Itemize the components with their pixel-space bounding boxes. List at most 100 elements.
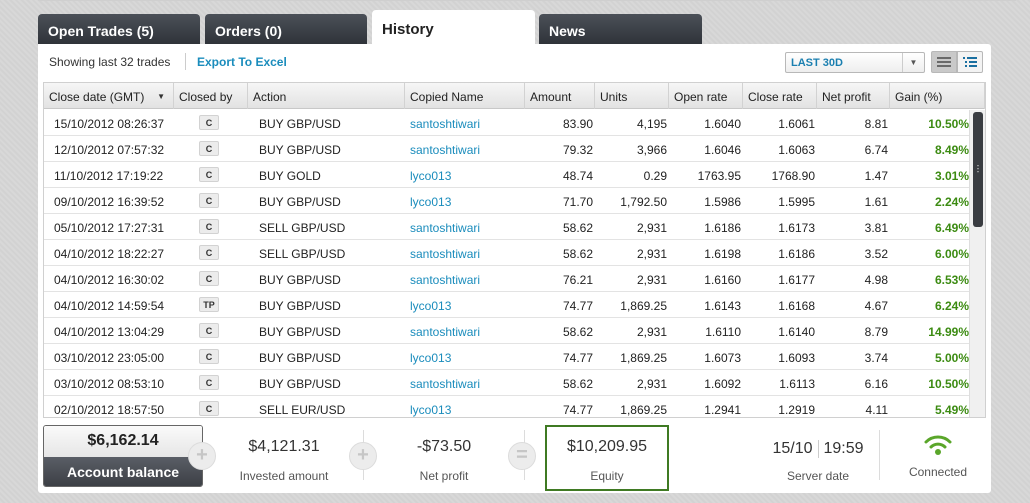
action-cell: BUY GBP/USD [259,195,341,209]
gain-cell: 10.50% [928,377,969,391]
trades-table: Close date (GMT) Closed by Action Copied… [43,82,986,418]
server-date-label: Server date [786,469,850,484]
invested-amount-label: Invested amount [239,469,329,483]
equals-icon: = [508,442,536,470]
action-cell: BUY GBP/USD [259,351,341,365]
close-rate-cell: 1768.90 [771,169,815,183]
net-profit-cell: 6.16 [864,377,888,391]
open-rate-cell: 1.5986 [704,195,741,209]
net-profit: -$73.50 Net profit [384,422,504,483]
close-rate-cell: 1.6140 [778,325,815,339]
close-rate-cell: 1.6186 [778,247,815,261]
table-row[interactable]: 12/10/2012 07:57:32 C BUY GBP/USD santoshti… [44,136,969,162]
period-select[interactable]: LAST 30D ▼ [785,52,925,73]
copied-name-link[interactable]: santoshtiwari [410,117,481,131]
column-gain[interactable]: Gain (%) [890,83,985,109]
column-close-date[interactable]: Close date (GMT) [44,83,174,109]
tab-open-trades[interactable]: Open Trades (5) [38,14,200,45]
table-row[interactable]: 04/10/2012 13:04:29 C BUY GBP/USD santoshti… [44,318,969,344]
copied-name-link[interactable]: santoshtiwari [410,377,481,391]
column-units[interactable]: Units [595,83,669,109]
units-cell: 2,931 [636,377,667,391]
table-row[interactable]: 04/10/2012 14:59:54 TP BUY GBP/USD lyco013 7… [44,292,969,318]
close-rate-cell: 1.6093 [778,351,815,365]
net-profit-cell: 3.81 [864,221,888,235]
table-row[interactable]: 03/10/2012 08:53:10 C BUY GBP/USD santoshti… [44,370,969,396]
table-header: Close date (GMT) Closed by Action Copied… [44,83,985,109]
server-date-value: 15/10 [772,440,813,458]
copied-name-link[interactable]: lyco013 [410,169,452,183]
copied-name-link[interactable]: santoshtiwari [410,325,481,339]
table-row[interactable]: 11/10/2012 17:19:22 C BUY GOLD lyco013 48.74… [44,162,969,188]
table-row[interactable]: 09/10/2012 16:39:52 C BUY GBP/USD lyco013 71… [44,188,969,214]
server-date: 15/10 19:59 Server date [758,422,878,483]
units-cell: 1,792.50 [620,195,667,209]
copied-name-link[interactable]: santoshtiwari [410,143,481,157]
table-row[interactable]: 15/10/2012 08:26:37 C BUY GBP/USD santoshti… [44,110,969,136]
export-excel-link[interactable]: Export To Excel [197,55,287,69]
net-profit-cell: 8.81 [864,117,888,131]
units-cell: 2,931 [636,221,667,235]
grip-icon: --- [976,161,980,176]
list-view-button[interactable] [931,51,957,73]
amount-cell: 76.21 [562,273,593,287]
scrollbar-thumb[interactable]: --- [973,112,983,227]
tab-orders[interactable]: Orders (0) [205,14,367,45]
column-close-rate[interactable]: Close rate [743,83,817,109]
connection-status: Connected [898,422,978,479]
action-cell: SELL GBP/USD [259,247,346,261]
open-rate-cell: 1.6040 [704,117,741,131]
equity-value: $10,209.95 [566,438,648,455]
close-date-cell: 15/10/2012 08:26:37 [54,117,165,131]
copied-name-link[interactable]: lyco013 [410,299,452,313]
open-rate-cell: 1.6143 [704,299,741,313]
column-amount[interactable]: Amount [525,83,595,109]
column-copied-name[interactable]: Copied Name [405,83,525,109]
open-rate-cell: 1.6092 [704,377,741,391]
gain-cell: 6.24% [934,299,969,313]
action-cell: SELL GBP/USD [259,221,346,235]
copied-name-link[interactable]: lyco013 [410,403,452,417]
gain-cell: 5.00% [934,351,969,365]
detail-view-icon [963,57,977,67]
table-row[interactable]: 04/10/2012 16:30:02 C BUY GBP/USD santoshti… [44,266,969,292]
summary-divider [879,430,880,480]
copied-name-link[interactable]: santoshtiwari [410,273,481,287]
open-rate-cell: 1.2941 [704,403,741,417]
net-profit-cell: 8.79 [864,325,888,339]
table-scrollbar[interactable]: --- [969,110,985,417]
close-rate-cell: 1.6173 [778,221,815,235]
column-open-rate[interactable]: Open rate [669,83,743,109]
table-row[interactable]: 03/10/2012 23:05:00 C BUY GBP/USD lyco013 74… [44,344,969,370]
column-action[interactable]: Action [248,83,405,109]
table-row[interactable]: 02/10/2012 18:57:50 C SELL EUR/USD lyco013 7… [44,396,969,417]
copied-name-link[interactable]: lyco013 [410,195,452,209]
table-row[interactable]: 04/10/2012 18:22:27 C SELL GBP/USD santosht… [44,240,969,266]
account-balance-box[interactable]: $6,162.14 Account balance [43,425,203,487]
gain-cell: 14.99% [928,325,969,339]
invested-amount-value: $4,121.31 [248,438,320,455]
chevron-down-icon[interactable]: ▼ [902,53,924,72]
account-balance-label: Account balance [44,457,202,486]
closed-by-badge: C [199,271,219,286]
net-profit-cell: 1.47 [864,169,888,183]
table-row[interactable]: 05/10/2012 17:27:31 C SELL GBP/USD santosht… [44,214,969,240]
time-divider [817,440,819,458]
net-profit-cell: 4.67 [864,299,888,313]
top-edge [38,0,1016,1]
copied-name-link[interactable]: santoshtiwari [410,247,481,261]
net-profit-cell: 6.74 [864,143,888,157]
close-rate-cell: 1.6168 [778,299,815,313]
column-closed-by[interactable]: Closed by [174,83,248,109]
copied-name-link[interactable]: santoshtiwari [410,221,481,235]
close-rate-cell: 1.6177 [778,273,815,287]
history-toolbar: Showing last 32 trades Export To Excel L… [38,44,991,78]
tab-news[interactable]: News [539,14,702,45]
action-cell: BUY GBP/USD [259,143,341,157]
column-net-profit[interactable]: Net profit [817,83,890,109]
copied-name-link[interactable]: lyco013 [410,351,452,365]
amount-cell: 71.70 [562,195,593,209]
closed-by-badge: C [199,193,219,208]
tab-history[interactable]: History [372,10,535,46]
detail-view-button[interactable] [957,51,983,73]
